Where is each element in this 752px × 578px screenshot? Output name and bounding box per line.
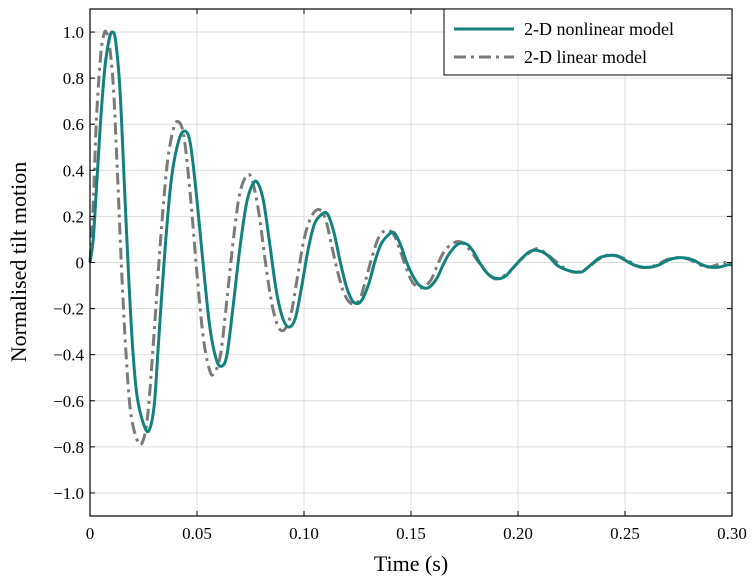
x-tick-label: 0.25	[610, 524, 640, 543]
legend: 2-D nonlinear model 2-D linear model	[443, 8, 733, 76]
legend-label-nonlinear: 2-D nonlinear model	[524, 19, 674, 39]
y-tick-label: −0.8	[53, 438, 84, 457]
series-line-nonlinear	[88, 30, 733, 434]
series-layer	[88, 29, 733, 447]
x-tick-label: 0.30	[717, 524, 747, 543]
legend-label-linear: 2-D linear model	[524, 47, 647, 67]
y-tick-label: 1.0	[63, 23, 84, 42]
x-tick-label: 0.15	[396, 524, 426, 543]
y-tick-label: −0.6	[53, 392, 84, 411]
x-tick-label: 0.10	[289, 524, 319, 543]
y-tick-label: −0.2	[53, 300, 84, 319]
y-tick-label: 0.2	[63, 207, 84, 226]
x-tick-label: 0	[86, 524, 95, 543]
grid	[89, 9, 733, 516]
x-axis-label: Time (s)	[374, 551, 448, 576]
y-tick-label: 0.4	[63, 161, 85, 180]
legend-box	[443, 8, 733, 76]
y-tick-label: 0.6	[63, 115, 84, 134]
y-tick-label: −1.0	[53, 484, 84, 503]
y-axis-tick-labels: 1.0 0.8 0.6 0.4 0.2 0 −0.2 −0.4 −0.6 −0.8 −1.0	[53, 23, 84, 503]
y-tick-label: −0.4	[53, 346, 84, 365]
x-tick-label: 0.20	[503, 524, 533, 543]
y-tick-label: 0.8	[63, 69, 84, 88]
y-tick-label: 0	[76, 254, 85, 273]
x-tick-label: 0.05	[182, 524, 212, 543]
x-axis-tick-labels: 0 0.05 0.10 0.15 0.20 0.25 0.30	[86, 524, 747, 543]
y-axis-label: Normalised tilt motion	[6, 162, 31, 362]
